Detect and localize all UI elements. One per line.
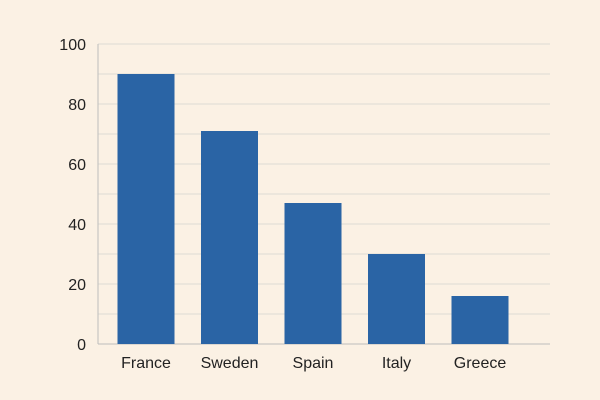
x-tick-label: Sweden: [201, 355, 259, 372]
y-tick-label: 60: [68, 157, 86, 174]
x-tick-label: France: [121, 355, 171, 372]
y-tick-label: 0: [77, 337, 86, 354]
bar-greece: [451, 296, 509, 344]
x-tick-label: Greece: [454, 355, 507, 372]
y-tick-label: 80: [68, 97, 86, 114]
y-tick-label: 20: [68, 277, 86, 294]
bar-sweden: [201, 131, 258, 344]
x-tick-label: Spain: [293, 355, 334, 372]
bars: [117, 74, 509, 344]
y-tick-label: 40: [68, 217, 86, 234]
y-tick-labels: 0 20 40 60 80 100: [59, 37, 86, 354]
bar-spain: [284, 203, 342, 344]
bar-italy: [368, 254, 425, 344]
y-tick-label: 100: [59, 37, 86, 54]
x-tick-labels: France Sweden Spain Italy Greece: [121, 355, 506, 372]
bar-france: [117, 74, 175, 344]
x-tick-label: Italy: [382, 355, 411, 372]
